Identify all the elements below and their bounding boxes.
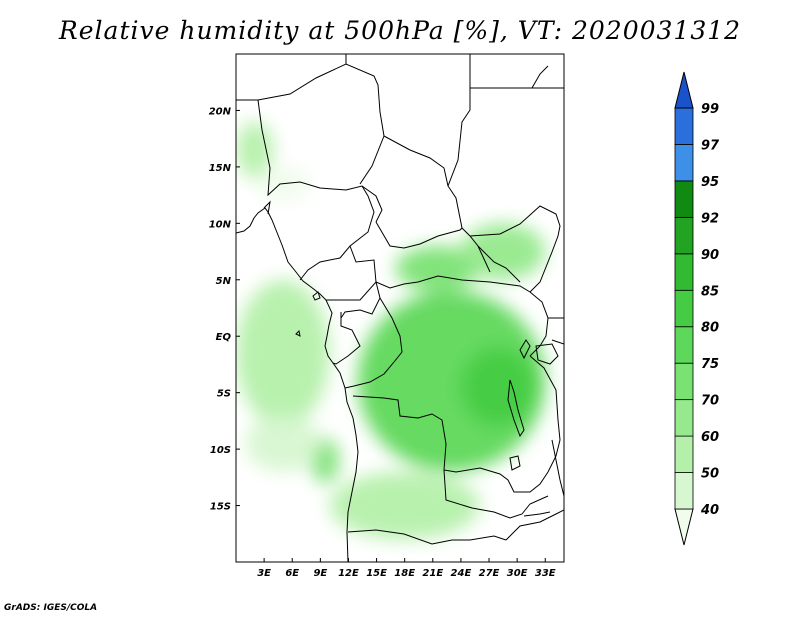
red-sea-coast (531, 65, 549, 89)
colorbar-label: 70 (701, 394, 719, 409)
longitude-axis: 3E 6E 9E 12E 15E 18E 21E 24E 27E 30E 33E (257, 558, 556, 579)
lon-tick-label: 33E (535, 568, 556, 579)
map-title: Relative humidity at 500hPa [%], VT: 202… (58, 16, 742, 45)
lon-tick-label: 30E (507, 568, 528, 579)
colorbar-lower-arrow (674, 508, 694, 546)
lon-tick-label: 3E (257, 568, 271, 579)
colorbar-swatch (674, 107, 694, 145)
colorbar-label: 90 (701, 248, 719, 263)
west-coast-inlet (263, 200, 271, 215)
lon-tick-label: 9E (313, 568, 327, 579)
humidity-region-atlantic-southeast (245, 415, 321, 472)
border-nigeria (299, 185, 375, 281)
colorbar-label: 80 (701, 321, 719, 336)
lat-tick-label: 15S (210, 502, 231, 513)
lon-tick-label: 27E (479, 568, 500, 579)
border-zambia-zim (505, 509, 564, 541)
colorbar-label: 60 (701, 430, 719, 445)
humidity-region-congo-basin (357, 291, 546, 472)
colorbar-label: 97 (701, 138, 720, 153)
lat-tick-label: 15N (209, 163, 232, 174)
lat-tick-label: EQ (216, 332, 232, 343)
lat-tick-label: 10S (210, 445, 231, 456)
lake-mweru (509, 455, 521, 471)
colorbar-swatch (674, 399, 694, 437)
grads-credit: GrADS: IGES/COLA (4, 603, 98, 613)
colorbar-swatch (674, 435, 694, 473)
humidity-field (236, 54, 564, 562)
colorbar-label: 50 (701, 467, 719, 482)
border-sudan-east (469, 205, 561, 293)
lake-victoria (535, 343, 559, 365)
coastline-and-borders (236, 54, 564, 562)
border-mali-niger (257, 99, 383, 223)
colorbar-label: 75 (701, 357, 719, 372)
humidity-region-angola-zambia (329, 471, 480, 540)
border-sahara-1 (236, 63, 385, 185)
lon-tick-label: 15E (366, 568, 387, 579)
humidity-region-west-coast-15N (236, 121, 274, 179)
colorbar-swatch (674, 472, 694, 510)
border-kenya (548, 317, 564, 345)
gulf-islands (295, 329, 301, 337)
bioko-island (312, 291, 321, 301)
colorbar-swatch (674, 216, 694, 255)
border-tanzania (529, 355, 561, 473)
colorbar-swatch (674, 362, 694, 401)
colorbar-swatch (674, 144, 694, 182)
humidity-region-gulf-guinea (236, 279, 330, 427)
border-niger-chad (383, 135, 449, 187)
humidity-region-great-lakes (460, 347, 536, 427)
lon-tick-label: 6E (285, 568, 299, 579)
latitude-axis: 20N 15N 10N 5N EQ 5S 10S 15S (209, 106, 240, 513)
coastline-west (236, 207, 359, 562)
colorbar-swatch (674, 326, 694, 364)
lon-tick-label: 18E (394, 568, 415, 579)
colorbar-upper-arrow (674, 71, 694, 109)
colorbar-swatch (674, 180, 694, 218)
colorbar-label: 85 (701, 284, 719, 299)
lat-tick-label: 10N (209, 219, 232, 230)
lat-tick-label: 5N (216, 276, 232, 287)
lon-tick-label: 21E (422, 568, 443, 579)
colorbar-swatch (674, 289, 694, 328)
border-cameroon (326, 280, 381, 319)
border-car-congo (349, 245, 531, 293)
lake-malawi (551, 439, 564, 497)
border-uganda (529, 291, 549, 357)
border-congo-drc (344, 297, 403, 389)
map-frame (235, 53, 565, 563)
lon-tick-label: 24E (451, 568, 472, 579)
lon-tick-label: 12E (338, 568, 359, 579)
border-chad-car (375, 221, 463, 249)
colorbar-label: 99 (701, 102, 719, 117)
humidity-region-south-sudan (460, 223, 546, 280)
colorbar: 40 50 60 70 75 80 85 90 92 95 97 99 (674, 71, 720, 546)
colorbar-swatch (674, 253, 694, 291)
lake-tanganyika (507, 379, 525, 438)
zambezi-east (523, 511, 551, 517)
border-libya-egypt (447, 54, 491, 273)
lake-albert (519, 339, 531, 360)
colorbar-label: 92 (701, 211, 719, 226)
colorbar-label: 40 (700, 503, 719, 518)
border-angola-zambia (443, 469, 549, 519)
border-gabon-congo (332, 312, 361, 365)
border-namibia (347, 529, 507, 545)
lat-tick-label: 20N (209, 106, 232, 117)
lat-tick-label: 5S (217, 389, 231, 400)
colorbar-label: 95 (701, 175, 719, 190)
border-south-sudan (477, 245, 521, 283)
